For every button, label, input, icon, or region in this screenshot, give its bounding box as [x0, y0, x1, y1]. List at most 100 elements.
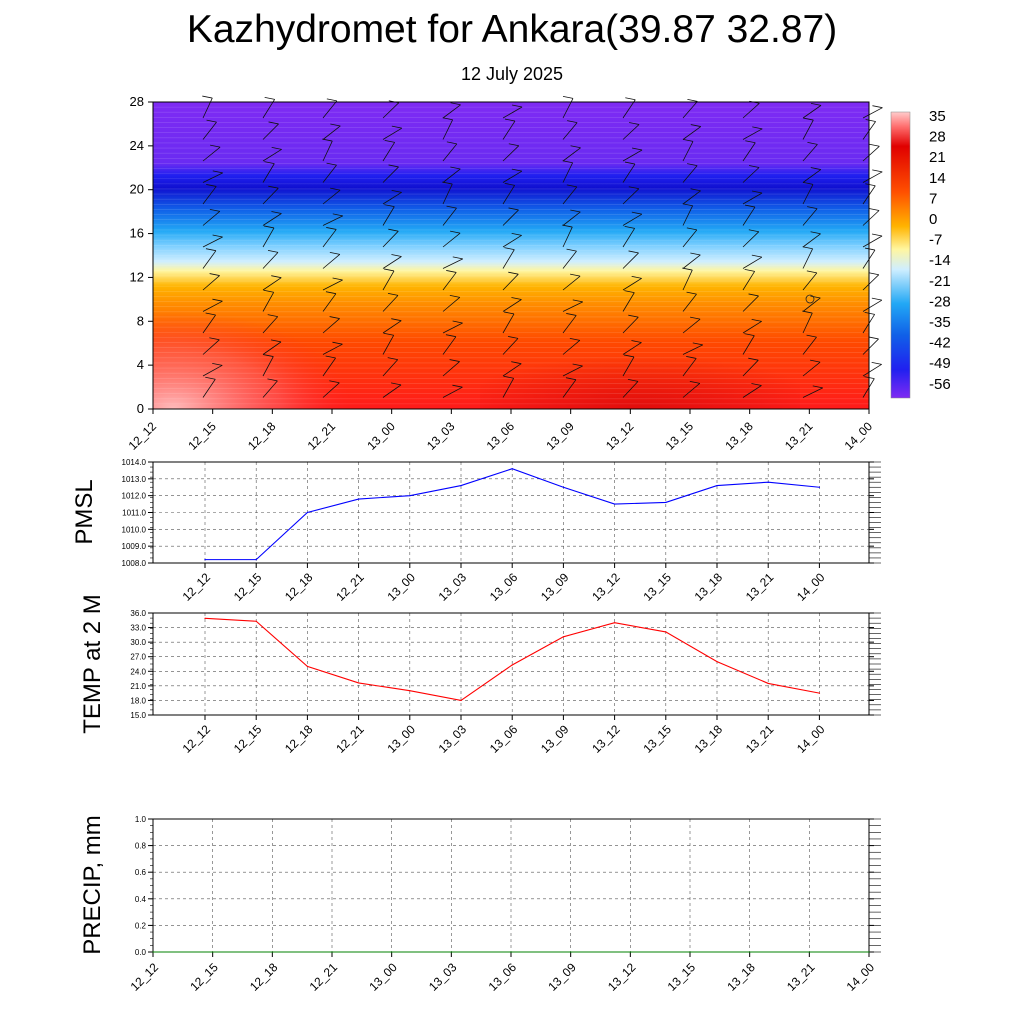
x-tick-label: 13_06: [486, 960, 520, 994]
x-tick-label: 13_00: [384, 570, 418, 604]
series-point: [767, 682, 769, 685]
wind-barb-flag: [744, 333, 755, 337]
wind-barb-flag: [562, 224, 573, 228]
wind-barb: [622, 228, 635, 248]
wind-barb-flag: [205, 248, 217, 252]
series-point: [716, 484, 718, 487]
wind-barb-flag: [209, 208, 220, 212]
wind-barb-flag: [624, 225, 635, 229]
wind-barb-flag: [511, 168, 522, 172]
wind-barb-flag: [872, 105, 883, 109]
y-tick-label: 1012.0: [122, 492, 147, 501]
wind-barb: [262, 187, 279, 205]
heatmap-y-tick-label: 28: [130, 94, 144, 109]
wind-barb: [742, 142, 756, 162]
wind-barb: [682, 229, 698, 248]
wind-barb: [382, 320, 402, 334]
wind-barb: [202, 97, 213, 119]
y-tick-label: 1011.0: [122, 509, 146, 518]
x-tick-label: 13_12: [589, 722, 623, 756]
wind-barb: [562, 147, 581, 162]
wind-barb: [562, 162, 574, 183]
temp-grid: [153, 613, 869, 715]
temp-frame: [152, 612, 870, 716]
wind-barb-flag: [507, 336, 519, 339]
wind-barb-flag: [504, 182, 515, 186]
wind-barb-flag: [511, 361, 522, 365]
wind-barb: [742, 335, 755, 355]
wind-barb: [322, 382, 340, 398]
wind-barb: [682, 141, 694, 162]
series-point: [409, 495, 411, 497]
wind-barb-flag: [450, 102, 461, 106]
wind-barb: [622, 316, 639, 334]
y-tick-label: 1.0: [135, 815, 147, 824]
heatmap-x-axis: 12_12 12_15 12_18 12_21 13_00 13_03 13_06 13_09…: [126, 409, 875, 453]
wind-barb-flag: [508, 143, 519, 147]
wind-barb: [742, 128, 763, 140]
wind-barb-flag: [868, 336, 879, 340]
chart-subtitle: 12 July 2025: [460, 64, 564, 84]
wind-barb-flag: [452, 256, 463, 260]
wind-barb: [382, 295, 399, 312]
wind-barb-flag: [745, 140, 756, 144]
wind-barb: [562, 340, 581, 355]
series-point: [818, 486, 821, 488]
wind-barb-flag: [802, 246, 813, 250]
y-tick-label: 33.0: [130, 624, 146, 633]
colorbar-label: 0: [929, 211, 937, 228]
heatmap-y-tick-label: 0: [137, 401, 144, 416]
wind-barb: [802, 105, 822, 119]
wind-barb: [802, 312, 813, 334]
wind-barb-flag: [631, 147, 643, 151]
wind-barb-flag: [267, 378, 278, 382]
wind-barb: [382, 142, 395, 162]
wind-barb-flag: [446, 270, 457, 273]
wind-barb-flag: [205, 376, 216, 380]
wind-barb-flag: [212, 170, 223, 174]
wind-barb-flag: [690, 124, 701, 127]
heatmap-x-tick-label: 12_18: [245, 419, 279, 453]
wind-barb-flag: [212, 362, 223, 366]
wind-barb-flag: [628, 186, 639, 190]
y-tick-label: 0.6: [135, 868, 147, 877]
wind-barb-flag: [388, 164, 399, 168]
wind-barb-flag: [329, 380, 340, 384]
wind-barb-flag: [202, 95, 213, 99]
wind-barb: [802, 361, 821, 377]
x-tick-label: 12_21: [307, 960, 341, 994]
wind-barb: [262, 341, 282, 355]
wind-barb-flag: [689, 380, 700, 384]
series-point: [391, 951, 393, 953]
wind-barb: [862, 299, 883, 312]
wind-barb-flag: [391, 318, 402, 322]
heatmap-y-tick-label: 12: [130, 269, 144, 284]
wind-barb: [622, 149, 643, 162]
wind-barb: [622, 278, 642, 291]
wind-barb-flag: [212, 298, 223, 302]
y-tick-label: 18.0: [130, 696, 146, 705]
x-tick-label: 13_09: [538, 570, 572, 604]
wind-barb: [862, 210, 880, 226]
wind-barb-flag: [446, 141, 457, 145]
y-tick-label: 15.0: [130, 711, 146, 720]
calm-wind-circle: [805, 294, 815, 304]
wind-barb-flag: [326, 227, 337, 230]
wind-barb-flag: [869, 143, 880, 147]
wind-barb: [622, 342, 642, 355]
wind-barb-flag: [264, 161, 275, 165]
wind-barb-flag: [332, 213, 343, 217]
y-tick-label: 1014.0: [122, 458, 147, 467]
series-point: [614, 503, 616, 505]
wind-barb: [682, 358, 697, 377]
wind-barb-flag: [566, 313, 577, 316]
wind-barb: [562, 365, 583, 377]
wind-barb-flag: [690, 316, 701, 320]
wind-barb: [262, 227, 275, 248]
wind-barb-flag: [627, 379, 639, 382]
wind-barb: [262, 277, 282, 291]
wind-barb: [622, 188, 640, 205]
wind-barb-flag: [325, 355, 336, 359]
wind-barb: [502, 185, 515, 205]
wind-barb-flag: [271, 275, 282, 279]
